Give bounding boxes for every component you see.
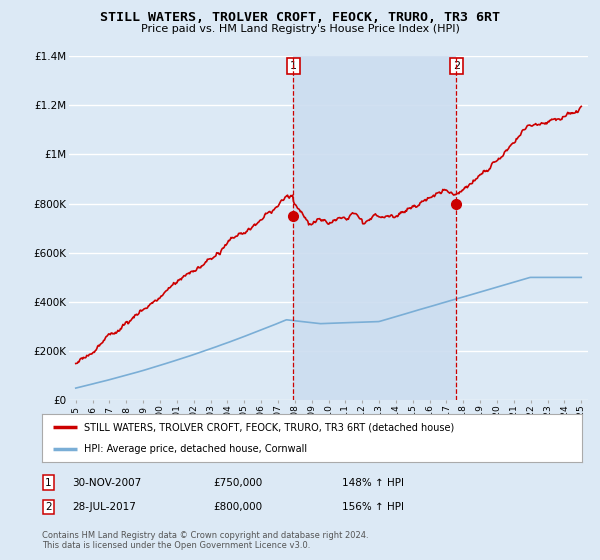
Text: STILL WATERS, TROLVER CROFT, FEOCK, TRURO, TR3 6RT: STILL WATERS, TROLVER CROFT, FEOCK, TRUR… [100,11,500,24]
Text: £750,000: £750,000 [213,478,262,488]
Text: 2: 2 [45,502,52,512]
Text: 28-JUL-2017: 28-JUL-2017 [72,502,136,512]
Text: HPI: Average price, detached house, Cornwall: HPI: Average price, detached house, Corn… [84,444,307,454]
Text: 156% ↑ HPI: 156% ↑ HPI [342,502,404,512]
Text: Price paid vs. HM Land Registry's House Price Index (HPI): Price paid vs. HM Land Registry's House … [140,24,460,34]
Text: 2: 2 [452,61,460,71]
Text: £800,000: £800,000 [213,502,262,512]
Text: Contains HM Land Registry data © Crown copyright and database right 2024.
This d: Contains HM Land Registry data © Crown c… [42,531,368,550]
Bar [293,56,456,400]
Text: 1: 1 [290,61,297,71]
Text: 148% ↑ HPI: 148% ↑ HPI [342,478,404,488]
Text: 1: 1 [45,478,52,488]
Text: STILL WATERS, TROLVER CROFT, FEOCK, TRURO, TR3 6RT (detached house): STILL WATERS, TROLVER CROFT, FEOCK, TRUR… [84,422,454,432]
Text: 30-NOV-2007: 30-NOV-2007 [72,478,141,488]
